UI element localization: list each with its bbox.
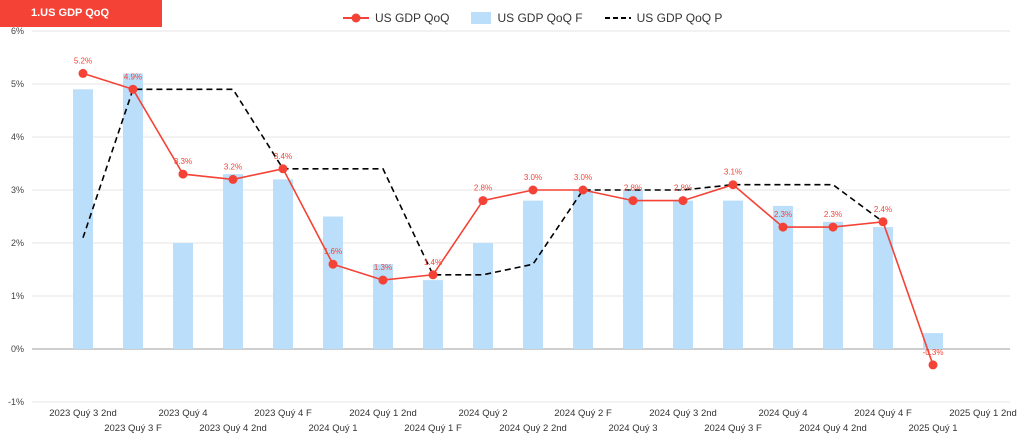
- legend-item-dash[interactable]: US GDP QoQ P: [604, 11, 723, 25]
- dashed-line-icon: [604, 17, 631, 19]
- y-tick-label: 4%: [11, 132, 24, 142]
- x-tick-label: 2024 Quý 1 2nd: [349, 408, 417, 419]
- bar: [123, 73, 143, 350]
- line-point: [378, 275, 388, 285]
- bar-swatch-icon: [471, 12, 492, 24]
- x-tick-label: 2024 Quý 3 2nd: [649, 408, 717, 419]
- x-tick-label: 2024 Quý 4: [758, 408, 807, 419]
- x-tick-label: 2024 Quý 3 F: [704, 423, 762, 434]
- data-label: 2.3%: [824, 210, 842, 219]
- bar: [773, 205, 793, 349]
- line-point: [628, 196, 638, 206]
- line-series: [82, 72, 934, 366]
- line-point: [78, 68, 88, 78]
- line-point: [528, 185, 538, 195]
- bar: [273, 179, 293, 349]
- data-label: 1.6%: [324, 247, 342, 256]
- legend-line-label: US GDP QoQ: [375, 11, 450, 25]
- data-label: 1.3%: [374, 263, 392, 272]
- line-point: [728, 180, 738, 190]
- data-label: 2.8%: [674, 184, 692, 193]
- y-tick-label: 5%: [11, 79, 24, 89]
- y-tick-label: 2%: [11, 238, 24, 248]
- bar: [523, 200, 543, 349]
- line-point: [328, 259, 338, 269]
- data-label: 3.0%: [574, 173, 592, 182]
- bar: [473, 243, 493, 349]
- bar: [173, 243, 193, 349]
- bar: [423, 280, 443, 349]
- y-tick-label: 3%: [11, 185, 24, 195]
- data-label: -0.3%: [923, 348, 944, 357]
- data-label: 1.4%: [424, 258, 442, 267]
- bar: [73, 89, 93, 350]
- data-label: 3.0%: [524, 173, 542, 182]
- legend-dash-label: US GDP QoQ P: [636, 11, 723, 25]
- bar: [623, 190, 643, 349]
- x-tick-label: 2023 Quý 4 F: [254, 408, 312, 419]
- legend: US GDP QoQ US GDP QoQ F US GDP QoQ P: [343, 8, 744, 28]
- data-label: 3.3%: [174, 157, 192, 166]
- line-point: [578, 185, 588, 195]
- x-tick-label: 2024 Quý 2 2nd: [499, 423, 567, 434]
- x-tick-label: 2023 Quý 4 2nd: [199, 423, 267, 434]
- bar: [323, 216, 343, 349]
- x-tick-label: 2025 Quý 1 2nd: [949, 408, 1017, 419]
- bar: [823, 221, 843, 349]
- line-point: [228, 174, 238, 184]
- x-tick-label: 2025 Quý 1: [908, 423, 957, 434]
- data-label: 2.8%: [624, 184, 642, 193]
- bar: [373, 264, 393, 349]
- line-point: [928, 360, 938, 370]
- x-tick-label: 2024 Quý 3: [608, 423, 657, 434]
- line-point: [478, 196, 488, 206]
- dashed-series-line: [82, 88, 884, 276]
- x-tick-label: 2023 Quý 4: [158, 408, 207, 419]
- data-label: 3.2%: [224, 162, 242, 171]
- y-tick-label: 0%: [11, 344, 24, 354]
- y-tick-label: 1%: [11, 291, 24, 301]
- line-point: [278, 164, 288, 174]
- data-label: 3.4%: [274, 152, 292, 161]
- line-point: [678, 196, 688, 206]
- x-tick-label: 2024 Quý 2: [458, 408, 507, 419]
- line-point: [428, 270, 438, 280]
- x-tick-label: 2024 Quý 4 2nd: [799, 423, 867, 434]
- bar: [723, 200, 743, 349]
- legend-bar-label: US GDP QoQ F: [497, 11, 583, 25]
- data-label: 5.2%: [74, 56, 92, 65]
- data-label: 2.3%: [774, 210, 792, 219]
- legend-item-line[interactable]: US GDP QoQ: [343, 11, 449, 25]
- line-point: [128, 84, 138, 94]
- bar: [873, 227, 893, 349]
- x-tick-label: 2024 Quý 1 F: [404, 423, 462, 434]
- line-point: [178, 169, 188, 179]
- line-point: [878, 217, 888, 227]
- bar: [923, 333, 943, 349]
- bar: [673, 200, 693, 349]
- data-label: 2.4%: [874, 205, 892, 214]
- line-point: [778, 222, 788, 232]
- bar: [223, 174, 243, 349]
- x-tick-label: 2023 Quý 3 2nd: [49, 408, 117, 419]
- data-label: 2.8%: [474, 184, 492, 193]
- data-label: 4.9%: [124, 72, 142, 81]
- x-tick-label: 2024 Quý 1: [308, 423, 357, 434]
- chart-title: 1.US GDP QoQ: [0, 0, 162, 27]
- y-tick-label: -1%: [8, 397, 24, 407]
- line-point: [828, 222, 838, 232]
- x-tick-label: 2024 Quý 4 F: [854, 408, 912, 419]
- x-tick-label: 2024 Quý 2 F: [554, 408, 612, 419]
- legend-item-bar[interactable]: US GDP QoQ F: [471, 11, 583, 25]
- x-tick-label: 2023 Quý 3 F: [104, 423, 162, 434]
- data-label: 3.1%: [724, 168, 742, 177]
- bar: [573, 190, 593, 349]
- line-marker-icon: [343, 13, 369, 23]
- y-tick-label: 6%: [11, 26, 24, 36]
